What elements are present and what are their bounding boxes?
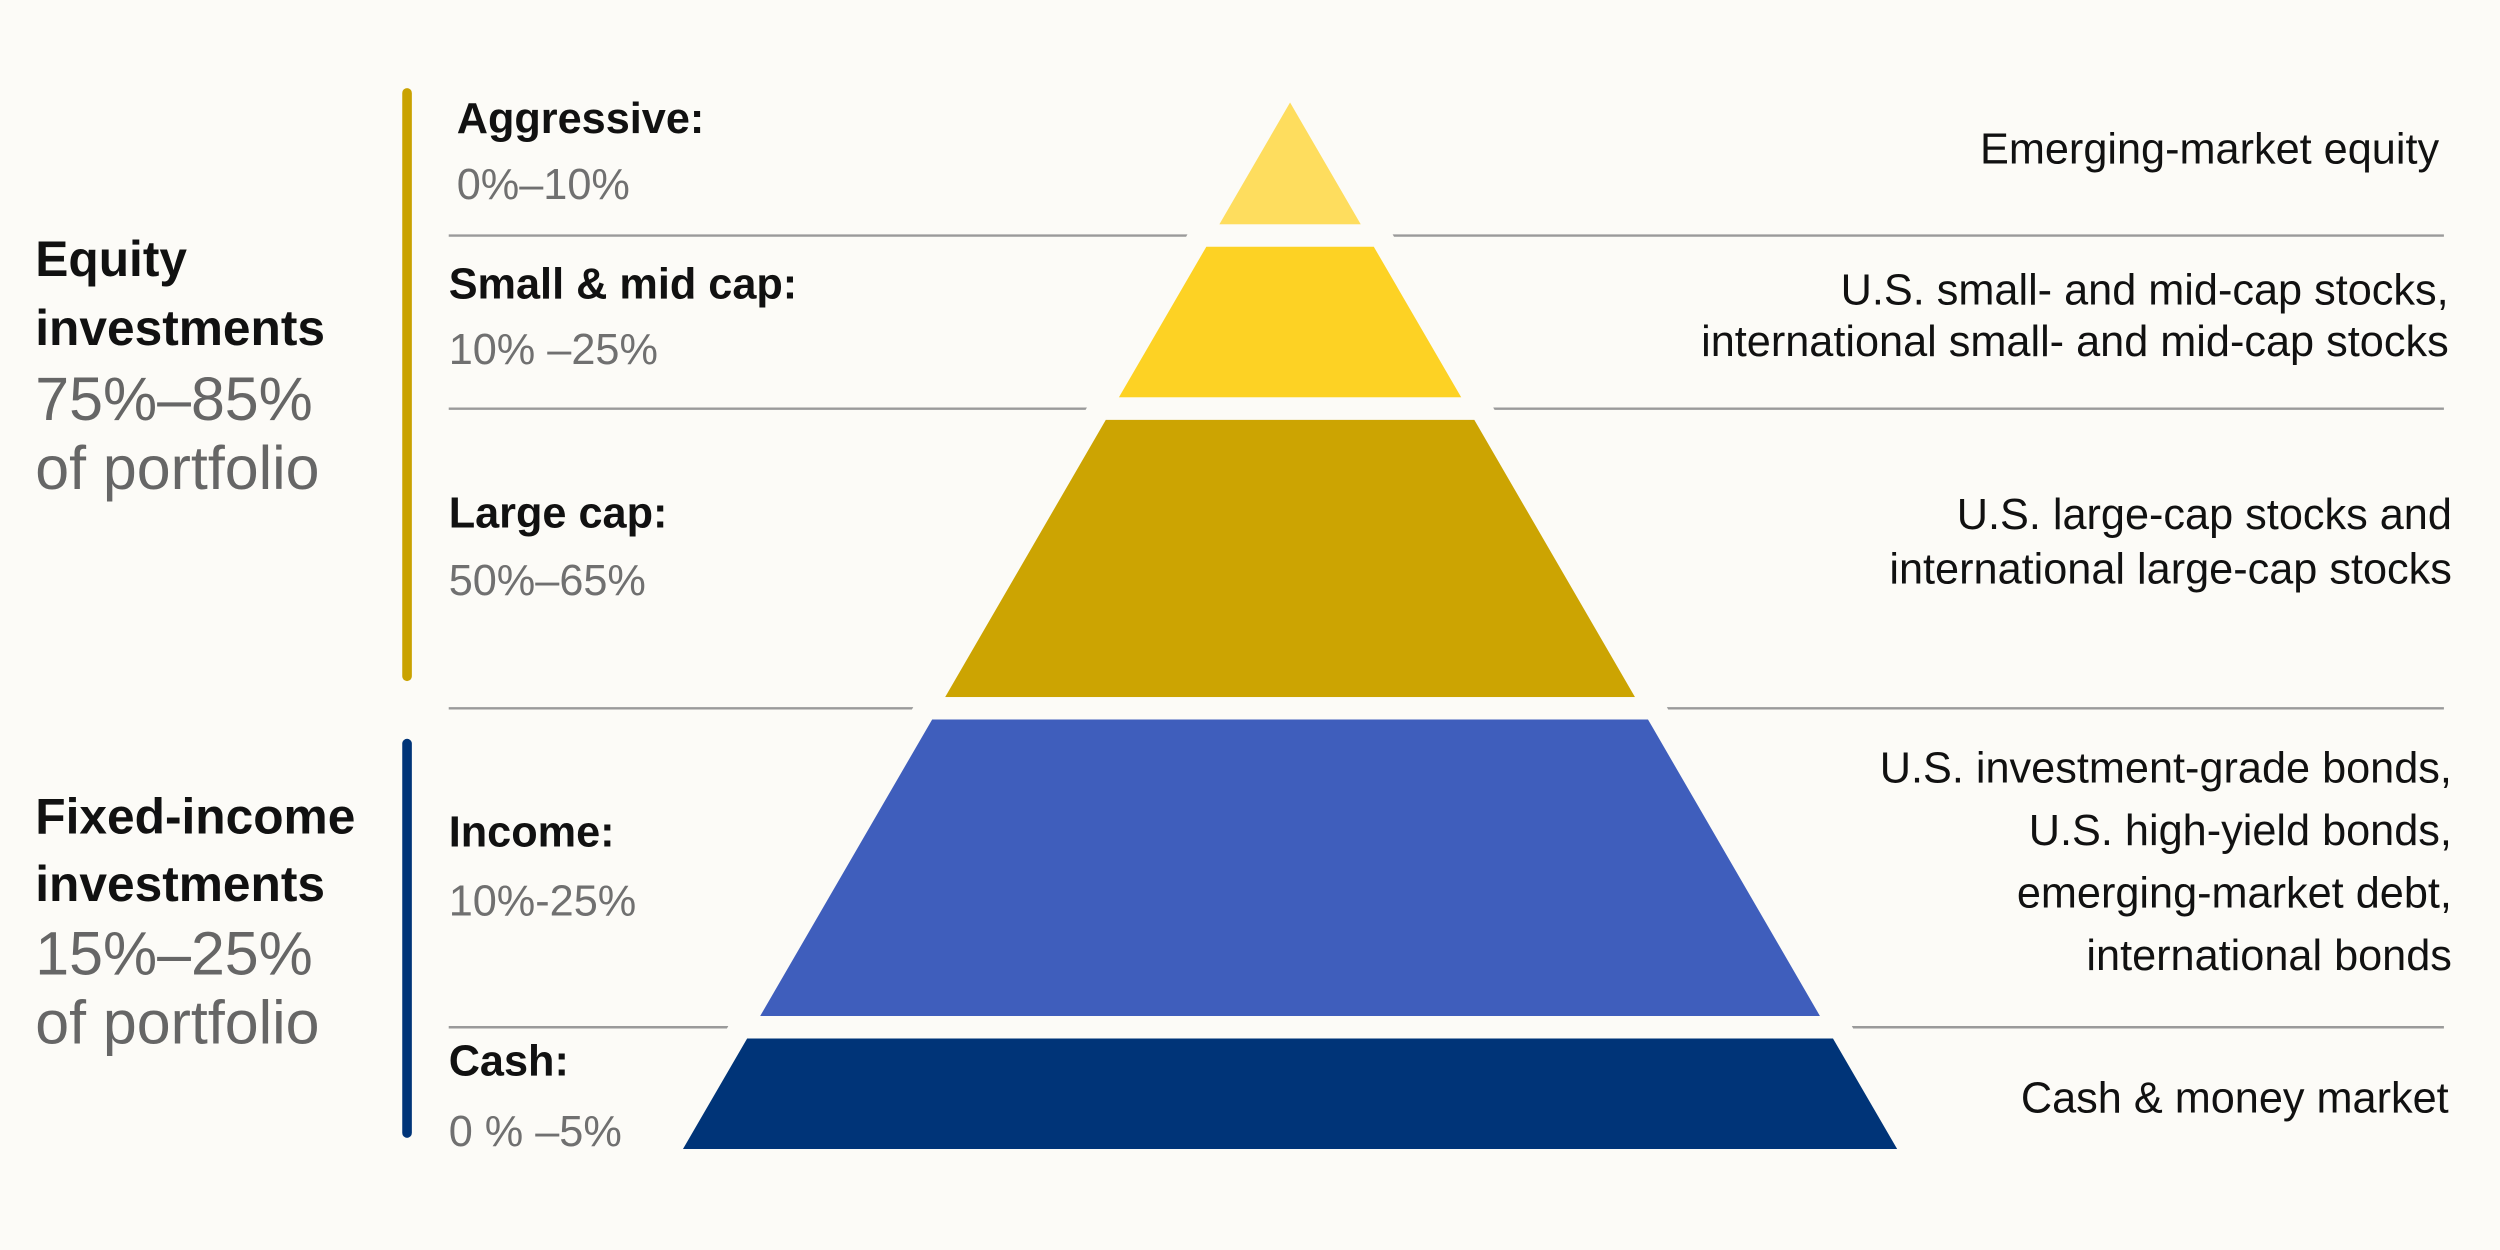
base-mask [641, 1165, 1956, 1198]
tier-label: Small & mid cap: [449, 260, 798, 308]
group-title: investments [35, 856, 325, 912]
tier-label: Aggressive: [457, 95, 705, 143]
group-title: investments [35, 300, 325, 356]
tier-description: U.S. large-cap stocks and [1957, 491, 2452, 539]
group-range: 15%–25% [35, 919, 313, 987]
tier-description: U.S. small- and mid-cap stocks, [1841, 267, 2449, 315]
group-range: 75%–85% [35, 365, 313, 433]
group-suffix: of portfolio [35, 434, 319, 502]
tier-label: Income: [449, 808, 615, 856]
tier-description: international small- and mid-cap stocks [1701, 318, 2449, 366]
pyramid [643, 57, 1937, 1172]
tier-range: 10%-25% [449, 877, 637, 925]
group-title: Equity [35, 231, 187, 287]
tier-range: 0%–10% [457, 161, 630, 209]
group-title: Fixed-income [35, 789, 355, 845]
tier-description: emerging-market debt, [2017, 869, 2452, 917]
tier-description: U.S. high-yield bonds, [2029, 807, 2452, 855]
tier-description: international large-cap stocks [1889, 546, 2452, 594]
tier-range: 50%–65% [449, 557, 646, 605]
tier-range: 0 % –5% [449, 1108, 622, 1156]
group-suffix: of portfolio [35, 988, 319, 1056]
tier-cash [643, 1016, 1937, 1172]
tier-description: U.S. investment-grade bonds, [1880, 744, 2452, 792]
tier-income [721, 697, 1859, 1039]
tier-label: Cash: [449, 1038, 569, 1086]
tier-range: 10% –25% [449, 326, 658, 374]
tier-description: international bonds [2086, 932, 2452, 980]
tier-label: Large cap: [449, 489, 668, 537]
tier-description: Emerging-market equity [1980, 126, 2439, 174]
tier-description: Cash & money market [2021, 1074, 2449, 1122]
